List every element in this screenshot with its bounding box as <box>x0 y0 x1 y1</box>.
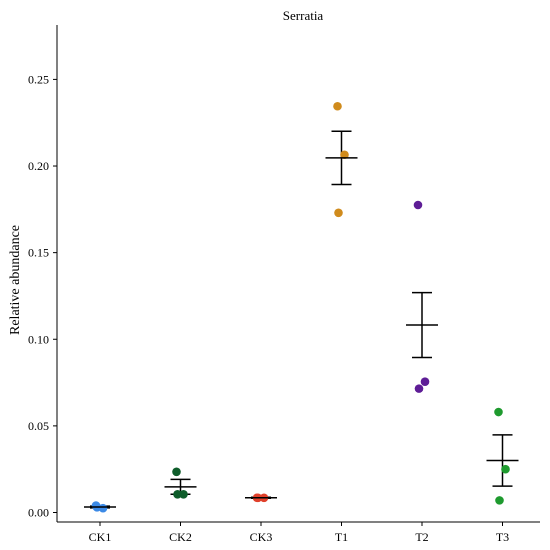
y-tick-label: 0.10 <box>28 332 49 346</box>
chart-title: Serratia <box>283 8 324 23</box>
x-tick-label: T3 <box>496 530 509 544</box>
x-ticks: CK1 CK2 CK3 T1 T2 T3 <box>89 522 509 544</box>
data-point-T3 <box>495 496 504 505</box>
x-tick-label: CK3 <box>250 530 273 544</box>
data-point-CK2 <box>179 490 188 499</box>
y-tick-label: 0.15 <box>28 246 49 260</box>
data-point-CK2 <box>173 490 182 499</box>
x-tick-label: CK2 <box>169 530 192 544</box>
data-point-T3 <box>494 407 503 417</box>
y-tick-label: 0.05 <box>28 419 49 433</box>
data-point-T2 <box>414 384 424 393</box>
x-tick-label: T2 <box>415 530 428 544</box>
data-point-T1 <box>333 101 342 111</box>
x-tick-label: CK1 <box>89 530 112 544</box>
data-point-T2 <box>420 377 430 387</box>
data-point-CK2 <box>172 467 181 477</box>
data-point-T1 <box>340 150 349 160</box>
data-point-T1 <box>334 208 343 218</box>
plot-marks <box>84 101 519 513</box>
x-tick-label: T1 <box>335 530 348 544</box>
y-tick-label: 0.25 <box>28 72 49 86</box>
data-point-T3 <box>501 464 510 474</box>
y-tick-label: 0.00 <box>28 506 49 520</box>
y-axis-label: Relative abundance <box>8 225 23 335</box>
y-ticks: 0.00 0.05 0.10 0.15 0.20 0.25 <box>28 72 57 520</box>
data-point-T2 <box>413 200 423 210</box>
y-tick-label: 0.20 <box>28 159 49 173</box>
